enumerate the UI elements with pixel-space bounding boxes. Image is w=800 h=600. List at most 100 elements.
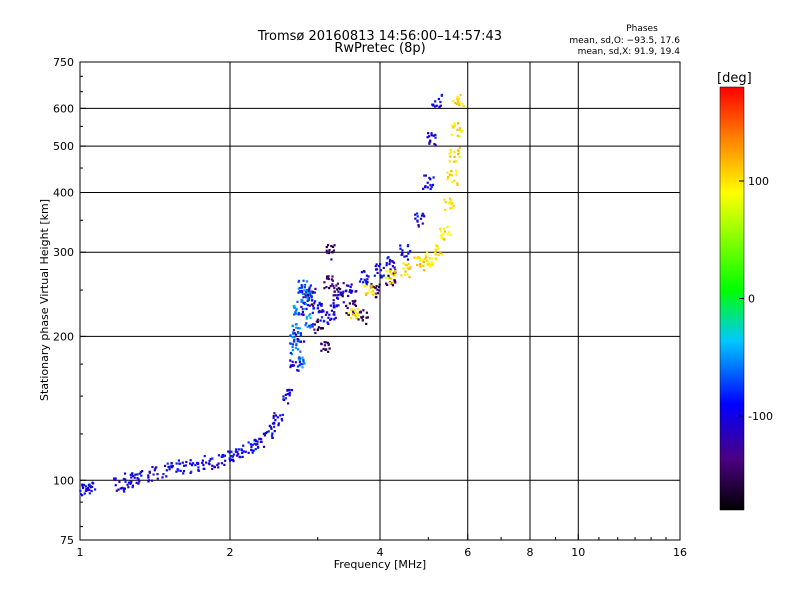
phase-box-line-o: mean, sd,O: −93.5, 17.6 (569, 36, 680, 46)
point-x (448, 152, 451, 155)
point-o (423, 215, 426, 218)
point-o (197, 469, 200, 472)
point-o (140, 474, 143, 477)
point-o (387, 256, 390, 259)
point-o (189, 471, 192, 475)
point-o (429, 184, 432, 187)
point-o (333, 306, 336, 309)
point-o (220, 462, 224, 465)
point-o (302, 301, 305, 305)
point-o (325, 275, 329, 278)
point-o (295, 342, 298, 345)
point-x (456, 98, 459, 101)
point-o (268, 424, 271, 427)
point-o (337, 287, 340, 290)
point-x (413, 256, 416, 259)
point-o (286, 402, 290, 405)
point-o (251, 443, 254, 446)
point-o (184, 464, 187, 467)
point-o (88, 484, 91, 487)
point-o (130, 480, 133, 483)
point-o (300, 286, 303, 289)
point-o (329, 284, 332, 288)
point-o (273, 412, 276, 415)
point-o (299, 290, 302, 294)
point-o (192, 462, 195, 465)
point-x (439, 227, 442, 230)
point-o (358, 311, 362, 314)
point-o (430, 132, 433, 135)
point-o (181, 461, 184, 464)
point-o (138, 480, 141, 483)
point-x (402, 267, 405, 270)
point-o (370, 283, 373, 286)
point-o (165, 475, 168, 478)
point-o (314, 287, 317, 290)
point-o (134, 473, 137, 476)
point-x (450, 170, 453, 173)
point-o (332, 249, 336, 252)
point-o (256, 443, 259, 446)
point-o (154, 467, 157, 470)
point-x (448, 202, 451, 205)
point-o (307, 314, 311, 317)
point-o (123, 472, 127, 475)
point-o (216, 463, 219, 467)
point-o (289, 359, 292, 362)
point-o (307, 289, 310, 292)
point-o (327, 341, 330, 345)
point-o (375, 263, 378, 266)
point-o (342, 282, 345, 285)
point-o (291, 343, 295, 346)
point-o (314, 300, 317, 303)
point-x (435, 249, 438, 252)
point-o (222, 454, 225, 457)
point-o (288, 388, 291, 391)
point-o (434, 100, 437, 103)
point-o (320, 302, 323, 306)
point-o (185, 460, 188, 464)
point-o (81, 486, 85, 490)
point-o (353, 303, 356, 306)
point-o (349, 285, 352, 289)
point-o (424, 174, 427, 177)
point-o (202, 463, 205, 467)
point-o (295, 344, 298, 347)
point-o (188, 462, 192, 465)
point-x (456, 183, 459, 186)
point-o (228, 451, 231, 454)
point-o (122, 477, 125, 481)
point-o (434, 143, 437, 147)
x-tick-label: 1 (77, 546, 84, 559)
point-o (165, 469, 168, 472)
point-o (420, 214, 424, 217)
x-tick-label: 2 (227, 546, 234, 559)
point-o (295, 326, 298, 329)
point-o (341, 292, 344, 295)
point-o (335, 284, 338, 287)
point-o (133, 476, 136, 479)
point-o (305, 295, 308, 298)
point-o (298, 358, 301, 361)
point-x (449, 197, 452, 200)
point-x (434, 258, 438, 261)
point-o (387, 274, 390, 277)
point-o (304, 302, 307, 306)
point-o (310, 296, 313, 299)
point-o (392, 261, 396, 264)
point-o (375, 285, 378, 288)
point-o (253, 442, 256, 445)
point-o (310, 303, 313, 306)
point-o (256, 446, 260, 449)
point-x (459, 94, 462, 97)
point-o (308, 324, 311, 327)
point-x (370, 290, 373, 294)
point-o (241, 455, 244, 458)
point-o (355, 290, 358, 293)
point-o (292, 332, 295, 335)
point-x (422, 269, 426, 272)
point-o (284, 397, 287, 400)
point-x (444, 208, 447, 212)
point-x (389, 271, 392, 274)
point-o (417, 224, 420, 227)
